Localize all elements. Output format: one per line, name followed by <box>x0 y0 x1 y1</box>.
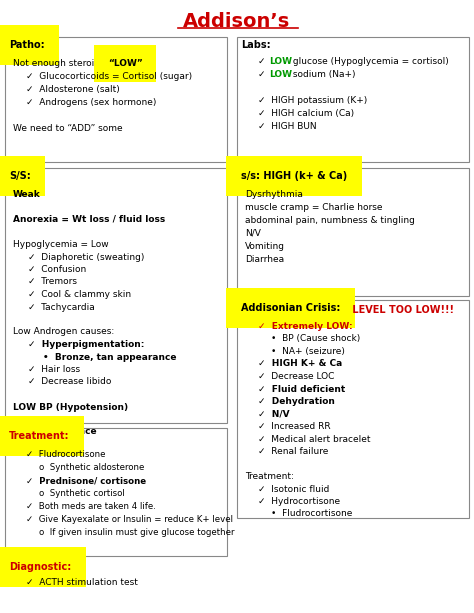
Text: Anorexia = Wt loss / fluid loss: Anorexia = Wt loss / fluid loss <box>13 215 165 224</box>
Text: •  BP (Cause shock): • BP (Cause shock) <box>271 335 360 343</box>
Text: o  Synthetic aldosterone: o Synthetic aldosterone <box>39 463 145 472</box>
Text: ✓  HIGH K+ & Ca: ✓ HIGH K+ & Ca <box>258 359 342 368</box>
Text: ✓  Medical alert bracelet: ✓ Medical alert bracelet <box>258 435 371 443</box>
Text: LOW: LOW <box>269 57 292 66</box>
Bar <box>237 37 469 162</box>
Bar <box>5 168 227 423</box>
Text: LEVEL TOO LOW!!!: LEVEL TOO LOW!!! <box>349 305 454 315</box>
Text: ✓  Cool & clammy skin: ✓ Cool & clammy skin <box>28 290 131 299</box>
Text: ✓  Decrease LOC: ✓ Decrease LOC <box>258 372 334 381</box>
Text: ✓  Prednisone/ cortisone: ✓ Prednisone/ cortisone <box>26 476 146 485</box>
Text: Dysrhythmia: Dysrhythmia <box>245 190 303 199</box>
Text: ✓: ✓ <box>258 70 271 79</box>
Text: ✓  Renal failure: ✓ Renal failure <box>258 447 328 456</box>
Text: Weak: Weak <box>13 190 41 199</box>
Text: ✓  HIGH BUN: ✓ HIGH BUN <box>258 122 317 131</box>
Text: ✓  Hair loss: ✓ Hair loss <box>28 365 80 374</box>
Text: ✓  Isotonic fluid: ✓ Isotonic fluid <box>258 484 329 493</box>
Text: sodium (Na+): sodium (Na+) <box>290 70 356 79</box>
Text: ✓  Extremely LOW:: ✓ Extremely LOW: <box>258 322 353 331</box>
Text: Treatment:: Treatment: <box>9 431 70 441</box>
Text: ✓  HIGH potassium (K+): ✓ HIGH potassium (K+) <box>258 96 367 105</box>
Text: ✓  N/V: ✓ N/V <box>258 409 290 419</box>
Text: glucose (Hypoglycemia = cortisol): glucose (Hypoglycemia = cortisol) <box>290 57 449 66</box>
Text: ✓  Tremors: ✓ Tremors <box>28 278 77 286</box>
Text: muscle cramp = Charlie horse: muscle cramp = Charlie horse <box>245 203 383 212</box>
Text: ✓  Fludrocortisone: ✓ Fludrocortisone <box>26 450 106 459</box>
Text: Hypoglycemia = Low: Hypoglycemia = Low <box>13 240 109 249</box>
Text: Cold Intolerance: Cold Intolerance <box>13 427 97 436</box>
Text: ✓: ✓ <box>258 57 271 66</box>
Bar <box>5 428 227 556</box>
Text: ✓  Confusion: ✓ Confusion <box>28 265 86 274</box>
Text: Diarrhea: Diarrhea <box>245 255 284 264</box>
Text: Treatment:: Treatment: <box>245 472 294 481</box>
Text: ✓  Increased RR: ✓ Increased RR <box>258 422 331 431</box>
Text: Not enough steroids:: Not enough steroids: <box>13 59 110 68</box>
Text: Patho:: Patho: <box>9 40 45 50</box>
Text: LOW BP (Hypotension): LOW BP (Hypotension) <box>13 403 128 411</box>
Text: ✓  Give Kayexalate or Insulin = reduce K+ level: ✓ Give Kayexalate or Insulin = reduce K+… <box>26 515 233 524</box>
Text: ✓  Dehydration: ✓ Dehydration <box>258 397 335 406</box>
Text: Addison’s: Addison’s <box>183 12 291 31</box>
Text: Diagnostic:: Diagnostic: <box>9 562 71 572</box>
Text: Labs:: Labs: <box>241 40 271 50</box>
Text: ✓  Glucocorticoids = Cortisol (sugar): ✓ Glucocorticoids = Cortisol (sugar) <box>26 72 192 81</box>
Bar <box>237 168 469 296</box>
Text: ✓  Decrease libido: ✓ Decrease libido <box>28 378 111 387</box>
Text: “LOW”: “LOW” <box>108 59 143 68</box>
Text: •  Fludrocortisone: • Fludrocortisone <box>271 509 352 519</box>
Text: o  Synthetic cortisol: o Synthetic cortisol <box>39 489 125 498</box>
Text: •  NA+ (seizure): • NA+ (seizure) <box>271 347 345 356</box>
Text: ✓  Fluid deficient: ✓ Fluid deficient <box>258 384 345 394</box>
Text: ✓  Diaphoretic (sweating): ✓ Diaphoretic (sweating) <box>28 253 145 262</box>
Text: ✓  Both meds are taken 4 life.: ✓ Both meds are taken 4 life. <box>26 502 156 511</box>
Text: ✓  Hydrocortisone: ✓ Hydrocortisone <box>258 497 340 506</box>
Text: ✓  Aldosterone (salt): ✓ Aldosterone (salt) <box>26 85 120 94</box>
Text: s/s: HIGH (k+ & Ca): s/s: HIGH (k+ & Ca) <box>241 171 347 181</box>
Text: Low Androgen causes:: Low Androgen causes: <box>13 327 114 337</box>
Text: S/S:: S/S: <box>9 171 31 181</box>
Text: ✓  Hyperpigmentation:: ✓ Hyperpigmentation: <box>28 340 145 349</box>
Text: LOW: LOW <box>269 70 292 79</box>
Text: ✓  HIGH calcium (Ca): ✓ HIGH calcium (Ca) <box>258 109 354 118</box>
Text: Vomiting: Vomiting <box>245 242 285 251</box>
Bar <box>5 37 227 162</box>
Text: ✓  Androgens (sex hormone): ✓ Androgens (sex hormone) <box>26 98 156 107</box>
Text: ✓  ACTH stimulation test: ✓ ACTH stimulation test <box>26 578 138 587</box>
Text: •  Bronze, tan appearance: • Bronze, tan appearance <box>43 352 176 362</box>
Text: ✓  Tachycardia: ✓ Tachycardia <box>28 302 95 311</box>
Text: We need to “ADD” some: We need to “ADD” some <box>13 124 123 133</box>
Bar <box>237 300 469 518</box>
Text: N/V: N/V <box>245 229 261 238</box>
Text: Addisonian Crisis:: Addisonian Crisis: <box>241 303 340 313</box>
Text: o  If given insulin must give glucose together: o If given insulin must give glucose tog… <box>39 528 235 537</box>
Text: abdominal pain, numbness & tingling: abdominal pain, numbness & tingling <box>245 216 415 225</box>
